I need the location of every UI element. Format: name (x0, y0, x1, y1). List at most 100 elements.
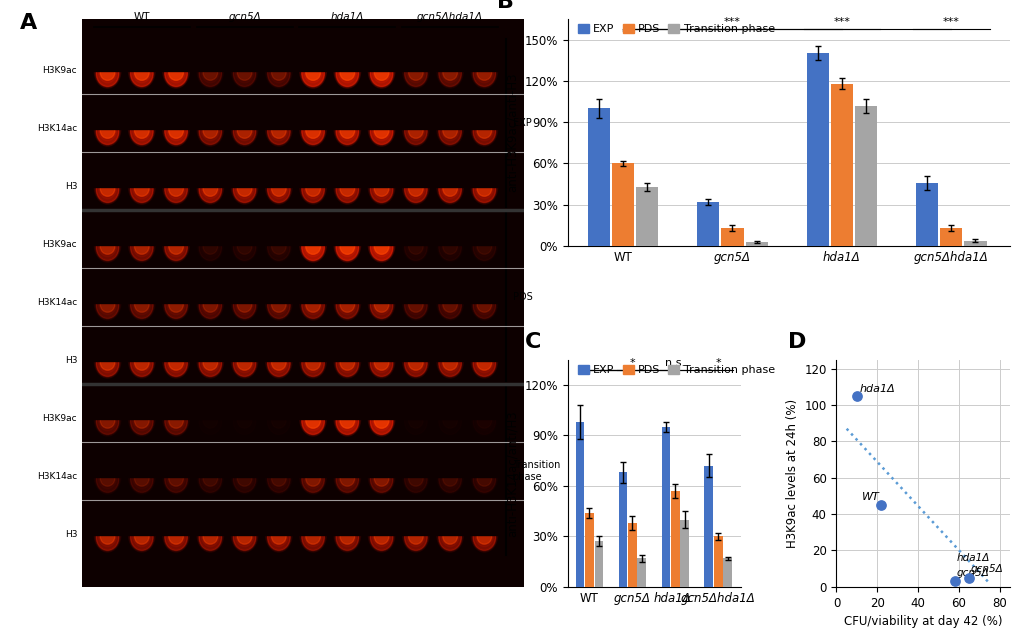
Bar (228, 452, 261, 476)
Ellipse shape (306, 239, 320, 254)
Ellipse shape (267, 56, 290, 86)
X-axis label: CFU/viability at day 42 (%): CFU/viability at day 42 (%) (843, 615, 1002, 628)
Ellipse shape (96, 408, 119, 435)
Ellipse shape (302, 408, 324, 435)
Ellipse shape (306, 413, 320, 428)
Bar (297, 510, 329, 534)
Bar (263, 278, 294, 303)
Text: hda1Δ: hda1Δ (859, 384, 895, 394)
Ellipse shape (100, 239, 115, 254)
Ellipse shape (409, 64, 423, 80)
Ellipse shape (370, 524, 392, 550)
Text: ***: *** (833, 18, 850, 28)
Ellipse shape (130, 346, 153, 375)
Text: H3K14ac: H3K14ac (37, 298, 77, 307)
Bar (160, 336, 192, 361)
Bar (125, 47, 158, 71)
Bar (434, 452, 466, 476)
Ellipse shape (267, 346, 290, 375)
Ellipse shape (135, 64, 149, 80)
Ellipse shape (333, 54, 361, 88)
Ellipse shape (130, 56, 153, 86)
Ellipse shape (271, 64, 286, 80)
Ellipse shape (370, 177, 392, 203)
Ellipse shape (164, 288, 187, 317)
Ellipse shape (197, 285, 223, 320)
Ellipse shape (164, 346, 187, 375)
Bar (830, 84, 852, 246)
Bar (331, 220, 363, 245)
Ellipse shape (235, 522, 254, 547)
Ellipse shape (407, 175, 425, 199)
Ellipse shape (339, 413, 355, 428)
Ellipse shape (132, 233, 151, 257)
Ellipse shape (436, 517, 463, 552)
Ellipse shape (370, 404, 392, 433)
Ellipse shape (168, 122, 183, 138)
Ellipse shape (372, 233, 390, 257)
Ellipse shape (163, 169, 190, 204)
Ellipse shape (199, 235, 221, 261)
Ellipse shape (130, 466, 153, 492)
Bar (331, 104, 363, 129)
Bar (125, 104, 158, 129)
Ellipse shape (302, 172, 324, 201)
Bar (92, 220, 123, 245)
Ellipse shape (335, 292, 359, 319)
Ellipse shape (335, 462, 359, 492)
Ellipse shape (339, 239, 355, 254)
Bar (228, 47, 261, 71)
Ellipse shape (203, 355, 217, 370)
Ellipse shape (199, 350, 221, 377)
Ellipse shape (96, 177, 119, 203)
Ellipse shape (335, 404, 359, 433)
Ellipse shape (335, 177, 359, 203)
Ellipse shape (265, 54, 291, 88)
Ellipse shape (203, 297, 217, 312)
Ellipse shape (267, 172, 290, 201)
Ellipse shape (267, 466, 290, 492)
Ellipse shape (442, 180, 457, 196)
Ellipse shape (201, 290, 219, 315)
Ellipse shape (271, 471, 286, 487)
Ellipse shape (333, 517, 361, 552)
Ellipse shape (96, 292, 119, 319)
Bar (365, 452, 397, 476)
Ellipse shape (267, 520, 290, 550)
Bar (228, 510, 261, 534)
Ellipse shape (477, 239, 491, 254)
Ellipse shape (135, 239, 149, 254)
Ellipse shape (372, 117, 390, 141)
Bar (963, 240, 985, 246)
Bar (228, 220, 261, 245)
Ellipse shape (473, 524, 495, 550)
Ellipse shape (300, 227, 326, 262)
Ellipse shape (477, 64, 491, 80)
Bar (434, 394, 466, 419)
Ellipse shape (405, 56, 427, 86)
Ellipse shape (128, 343, 155, 378)
Bar (399, 104, 431, 129)
Ellipse shape (475, 348, 493, 373)
Ellipse shape (237, 239, 252, 254)
Text: H3K9ac: H3K9ac (43, 240, 77, 249)
Ellipse shape (471, 54, 497, 88)
Ellipse shape (442, 355, 457, 370)
Ellipse shape (374, 180, 388, 196)
Ellipse shape (96, 350, 119, 377)
Ellipse shape (96, 172, 119, 201)
Text: D: D (787, 333, 805, 352)
Ellipse shape (409, 297, 423, 312)
Bar (228, 104, 261, 129)
Ellipse shape (267, 119, 290, 144)
Bar (297, 162, 329, 187)
Bar (331, 394, 363, 419)
Ellipse shape (306, 64, 320, 80)
Bar (297, 278, 329, 303)
Bar (661, 427, 669, 587)
Ellipse shape (128, 517, 155, 552)
Ellipse shape (199, 524, 221, 550)
Ellipse shape (440, 117, 459, 141)
Ellipse shape (271, 239, 286, 254)
Bar (263, 220, 294, 245)
